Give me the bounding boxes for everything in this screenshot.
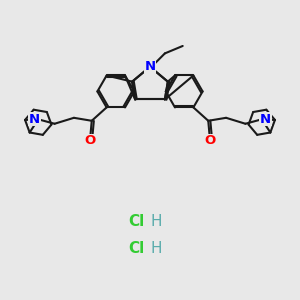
Text: O: O [85, 134, 96, 147]
Text: H: H [150, 241, 162, 256]
Text: N: N [144, 60, 156, 73]
Text: Cl: Cl [128, 214, 145, 229]
Text: O: O [204, 134, 215, 147]
Text: H: H [150, 214, 162, 229]
Text: N: N [29, 113, 40, 126]
Text: Cl: Cl [128, 241, 145, 256]
Text: N: N [260, 113, 271, 126]
